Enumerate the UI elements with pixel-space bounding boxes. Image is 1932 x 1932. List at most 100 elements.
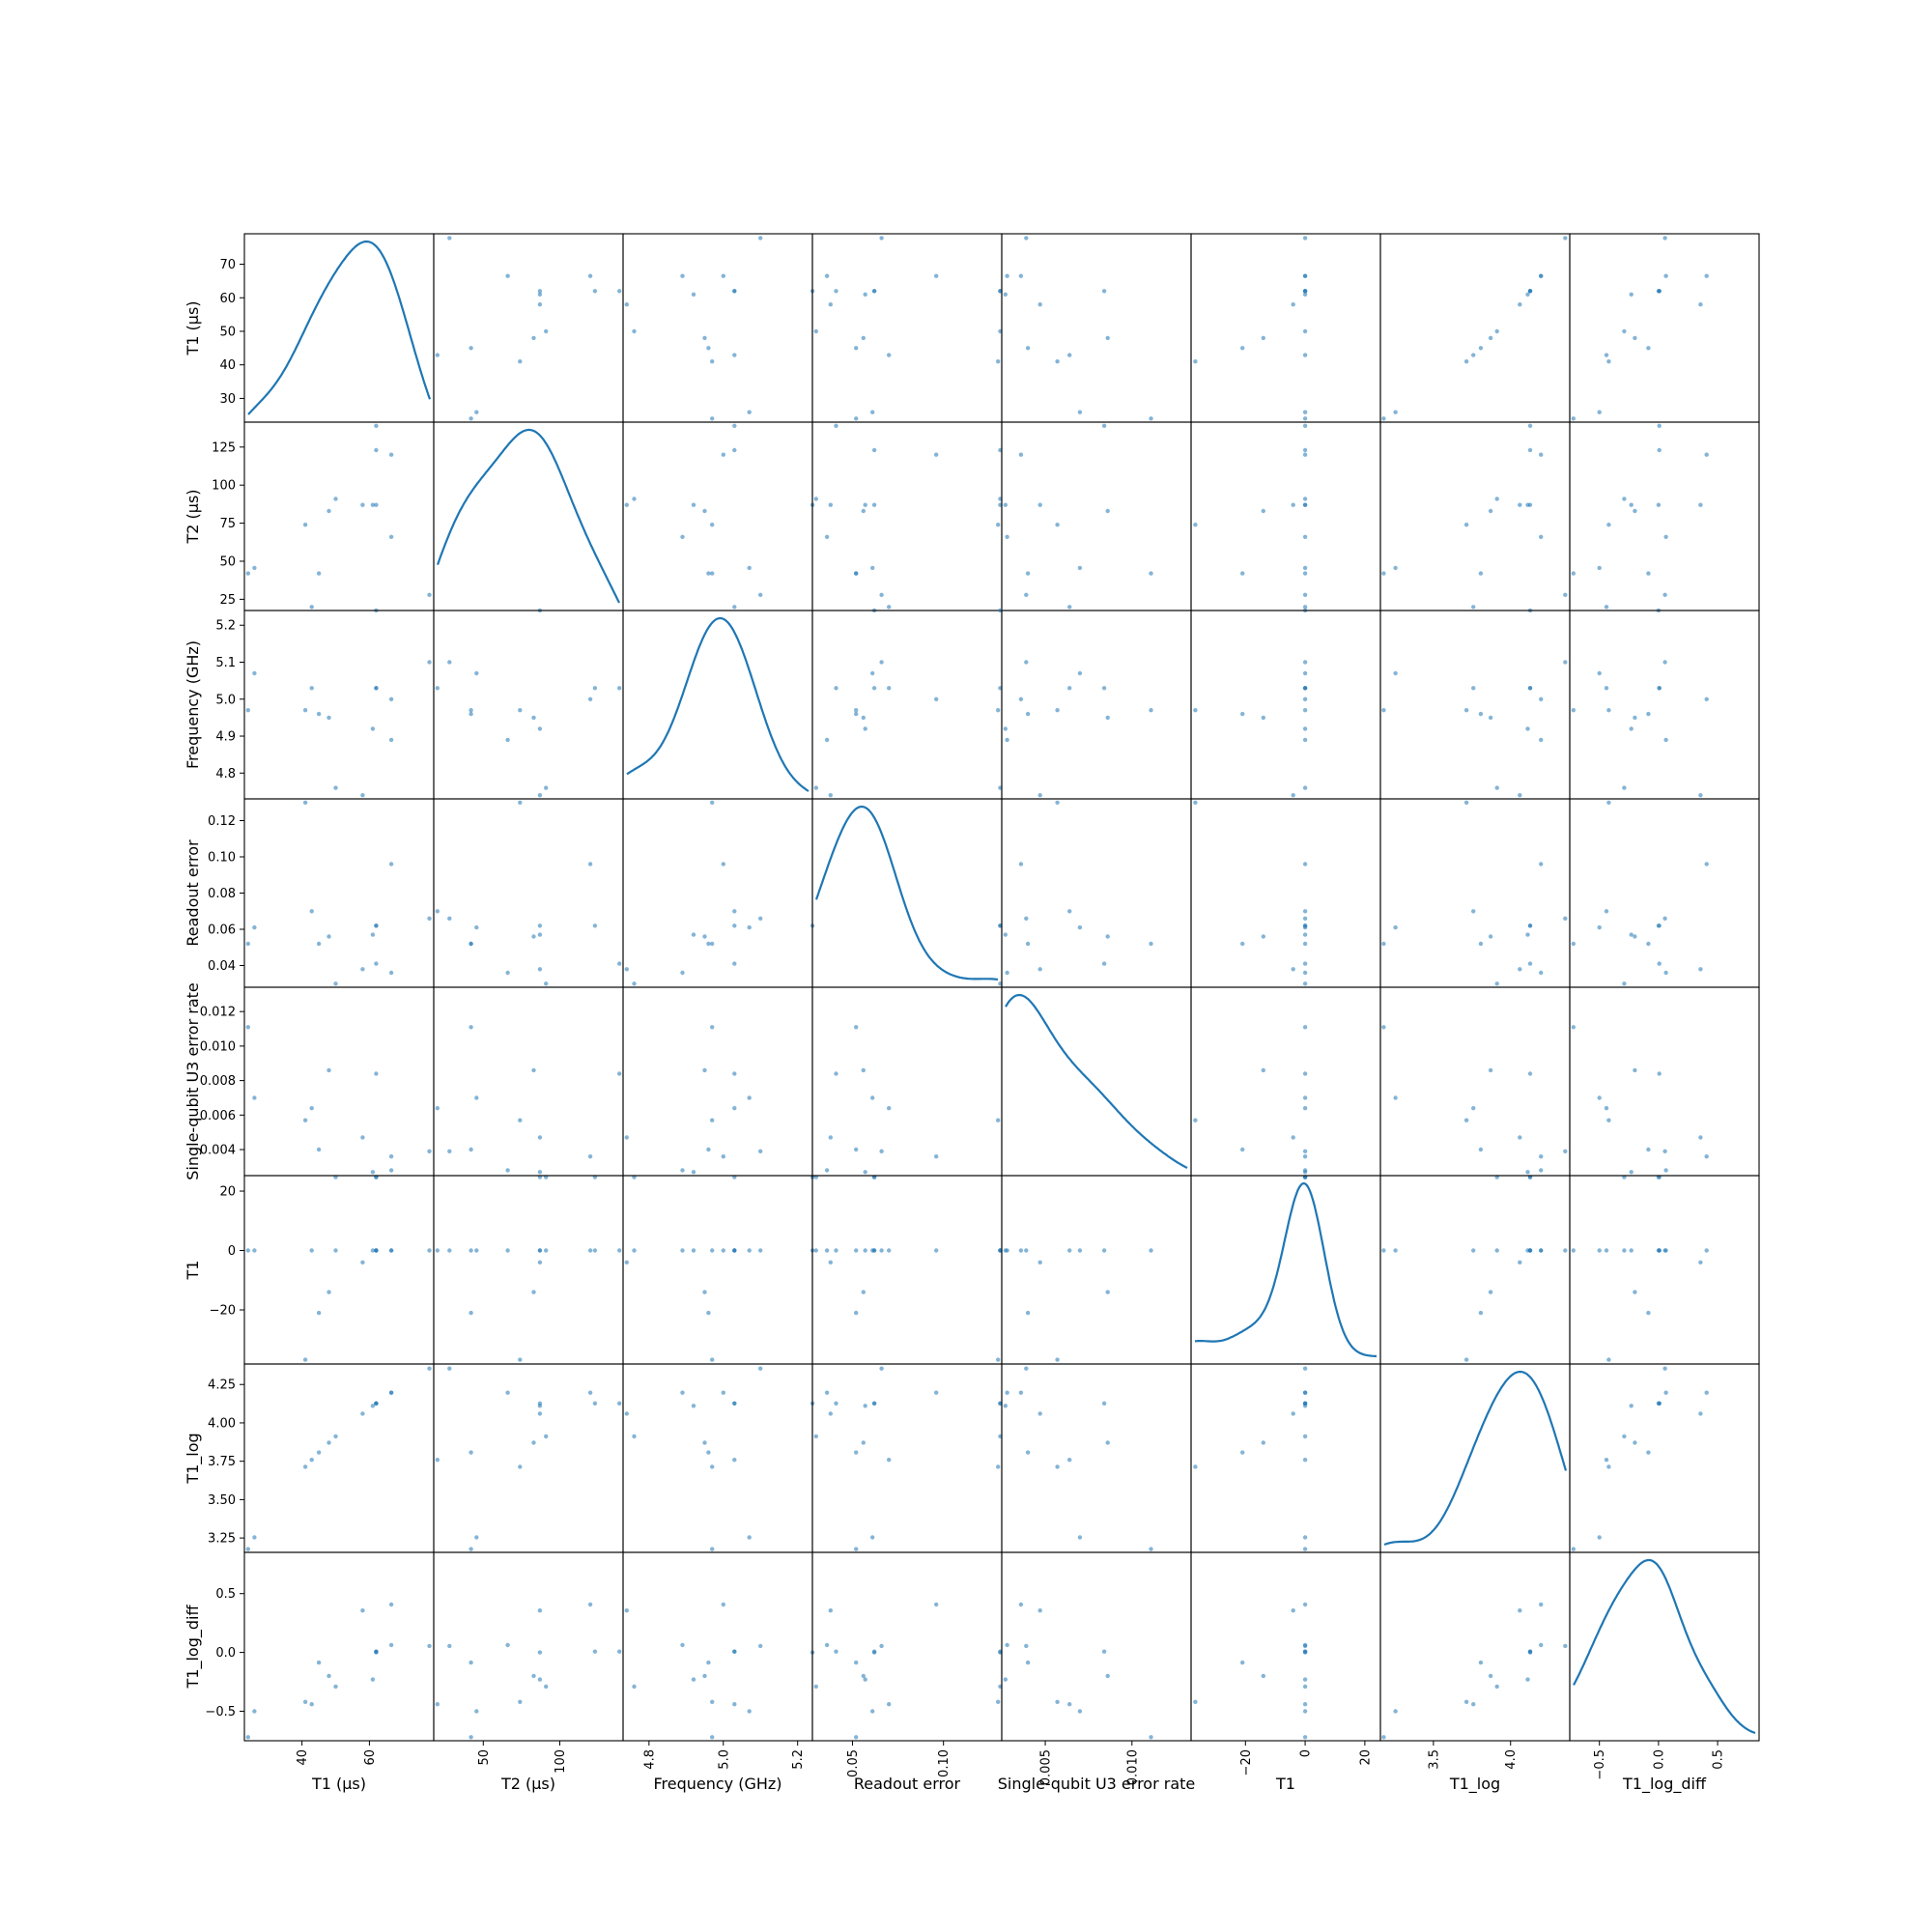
point-3-7-14 [1656,923,1662,928]
point-7-6-3 [1478,1660,1484,1665]
point-6-5-0 [1302,1366,1308,1371]
point-2-3-12 [824,737,830,743]
point-2-1-11 [592,686,598,691]
point-7-4-9 [1003,1677,1009,1682]
point-3-4-13 [1018,862,1024,867]
point-3-7-12 [1663,970,1668,976]
ytick-label-4-0: 0.004 [200,1144,236,1158]
point-6-2-13 [721,1390,725,1395]
panel-6-3 [811,1363,1003,1553]
panel-frame-6-1 [433,1363,624,1553]
panel-frame-2-0 [243,610,435,800]
point-5-2-2 [710,1357,715,1362]
ytick-label-2-2: 5.0 [215,693,236,707]
point-7-2-2 [710,1699,715,1705]
point-3-7-5 [1604,909,1609,914]
panel-1-0 [243,421,435,611]
point-0-6-7 [1494,328,1499,334]
point-5-6-8 [1518,1260,1522,1265]
point-6-0-13 [388,1390,394,1395]
ytick-label-6-0: 3.25 [208,1532,236,1547]
point-3-6-1 [1393,924,1398,930]
point-3-5-8 [1291,967,1295,972]
point-3-2-10 [732,961,737,966]
point-2-4-3 [1025,711,1031,717]
point-1-5-10 [1302,423,1308,428]
point-6-3-13 [934,1390,939,1395]
point-5-4-10 [1101,1248,1107,1253]
point-4-1-1 [474,1095,479,1100]
point-6-1-3 [469,1450,473,1455]
point-0-5-4 [1261,335,1266,341]
point-5-0-4 [327,1290,331,1294]
point-4-2-9 [691,1170,696,1175]
point-2-6-11 [1527,686,1533,691]
xlabel-0: T1 (µs) [311,1775,366,1793]
xlabel-3: Readout error [854,1775,961,1793]
point-0-1-3 [469,346,473,351]
panel-4-6 [1379,986,1571,1179]
panel-frame-3-1 [433,798,624,988]
panel-frame-3-6 [1379,798,1571,988]
point-2-4-10 [1101,686,1107,691]
point-2-3-0 [879,660,884,665]
point-7-3-2 [996,1699,1001,1705]
ytick-label-4-1: 0.006 [200,1109,236,1123]
panel-frame-1-5 [1190,421,1381,611]
point-6-3-6 [854,1547,859,1551]
point-3-0-0 [427,916,432,921]
point-6-7-0 [1662,1366,1667,1371]
point-1-7-10 [1657,423,1662,428]
point-5-1-2 [518,1357,523,1362]
point-4-5-0 [1302,1149,1308,1154]
panel-1-5 [1190,421,1381,611]
point-7-6-5 [1471,1702,1476,1707]
point-0-3-9 [863,292,867,297]
ytick-label-6-4: 4.25 [208,1378,236,1393]
panel-frame-3-3 [811,798,1003,988]
point-2-7-4 [1633,715,1637,721]
point-0-1-8 [537,302,543,307]
point-3-2-4 [702,934,707,939]
ylabel-0: T1 (µs) [184,300,202,355]
point-7-5-8 [1291,1608,1295,1613]
point-2-0-2 [302,708,308,713]
point-5-6-14 [1527,1248,1533,1253]
xtick-label-7-2: 0.5 [1712,1749,1726,1770]
point-5-3-7 [813,1248,818,1253]
point-7-1-0 [447,1643,452,1649]
point-1-0-13 [388,452,394,457]
point-0-3-8 [828,302,833,307]
point-3-7-13 [1704,862,1709,867]
point-5-7-7 [1622,1248,1627,1253]
point-1-7-13 [1704,452,1709,457]
panel-2-5 [1190,608,1381,800]
point-3-5-9 [1302,932,1308,937]
point-4-0-3 [316,1147,322,1152]
ytick-label-4-3: 0.010 [200,1039,236,1054]
point-1-3-14 [871,502,877,507]
point-1-4-13 [1018,452,1024,457]
panel-3-5 [1190,798,1381,988]
point-0-4-10 [1101,289,1107,294]
point-0-7-5 [1604,353,1609,357]
point-7-0-0 [427,1643,432,1649]
point-7-0-7 [333,1684,338,1690]
panel-5-2 [622,1175,815,1365]
point-6-0-6 [245,1547,250,1551]
panel-1-6 [1379,421,1571,611]
point-6-1-2 [518,1464,523,1469]
point-0-6-1 [1393,410,1398,414]
point-3-5-2 [1193,800,1198,805]
point-1-2-7 [632,497,637,501]
point-6-4-12 [1005,1390,1009,1395]
point-7-0-4 [327,1673,331,1679]
point-7-5-3 [1240,1660,1245,1665]
point-7-5-5 [1302,1702,1308,1707]
ytick-label-2-0: 4.8 [215,767,236,781]
panel-frame-7-0 [243,1551,435,1742]
point-6-7-2 [1606,1464,1611,1469]
point-3-7-2 [1606,800,1611,805]
point-2-1-9 [537,726,543,731]
point-4-2-2 [710,1118,715,1122]
